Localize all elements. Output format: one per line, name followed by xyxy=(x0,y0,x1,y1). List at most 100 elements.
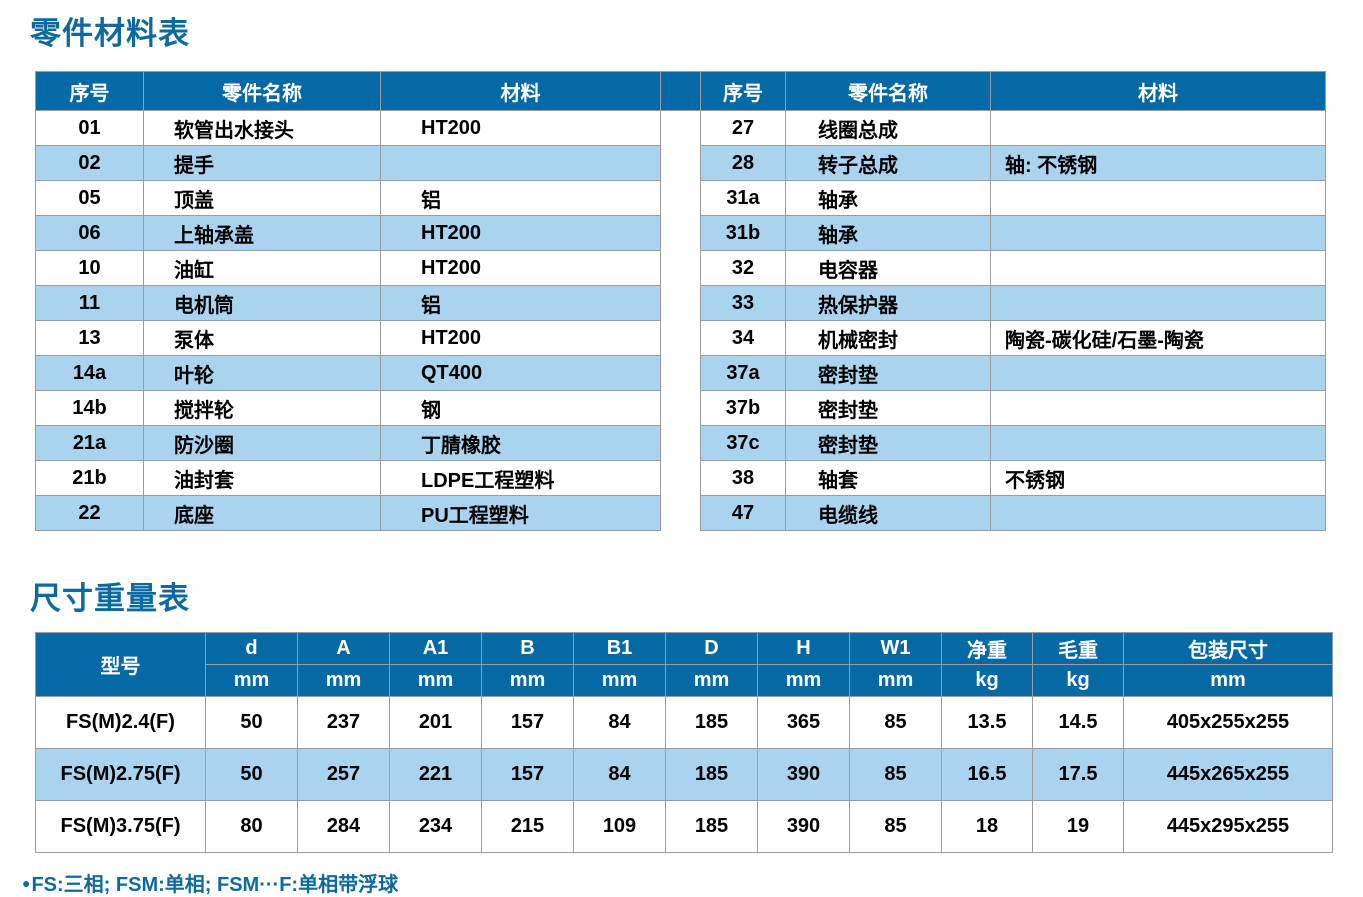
value-cell: 237 xyxy=(297,696,390,749)
table-gap xyxy=(660,425,701,461)
part-no: 11 xyxy=(35,285,144,321)
part-name: 密封垫 xyxy=(785,390,991,426)
value-cell: 215 xyxy=(481,800,574,853)
col-header-net-weight: 净重 xyxy=(941,632,1033,665)
table-gap xyxy=(660,250,701,286)
table-gap xyxy=(660,145,701,181)
part-material: 铝 xyxy=(380,180,661,216)
unit-label: mm xyxy=(1123,664,1333,697)
parts-header-row: 序号 零件名称 材料 序号 零件名称 材料 xyxy=(35,71,1326,111)
part-material xyxy=(990,110,1326,146)
col-header-W1: W1 xyxy=(849,632,942,665)
part-name: 热保护器 xyxy=(785,285,991,321)
value-cell: 157 xyxy=(481,748,574,801)
unit-label: mm xyxy=(665,664,758,697)
value-cell: 85 xyxy=(849,748,942,801)
value-cell: 405x255x255 xyxy=(1123,696,1333,749)
part-no: 05 xyxy=(35,180,144,216)
table-gap xyxy=(660,285,701,321)
part-no: 02 xyxy=(35,145,144,181)
col-header-D: D xyxy=(665,632,758,665)
part-name: 泵体 xyxy=(143,320,381,356)
part-name: 电容器 xyxy=(785,250,991,286)
table-gap xyxy=(660,215,701,251)
col-header-material: 材料 xyxy=(990,71,1326,111)
table-row: 06 上轴承盖 HT200 31b 轴承 xyxy=(35,215,1326,251)
part-material xyxy=(380,145,661,181)
footnote: ●FS:三相; FSM:单相; FSM···F:单相带浮球 xyxy=(22,868,1363,897)
part-material: 陶瓷-碳化硅/石墨-陶瓷 xyxy=(990,320,1326,356)
table-gap xyxy=(660,180,701,216)
unit-label: mm xyxy=(297,664,390,697)
value-cell: 50 xyxy=(205,748,298,801)
unit-label: mm xyxy=(481,664,574,697)
value-cell: 85 xyxy=(849,696,942,749)
bullet-icon: ● xyxy=(22,875,31,891)
table-gap xyxy=(660,355,701,391)
dimensions-table-title: 尺寸重量表 xyxy=(30,581,190,616)
col-header-B: B xyxy=(481,632,574,665)
table-row: 21b 油封套 LDPE工程塑料 38 轴套 不锈钢 xyxy=(35,460,1326,496)
part-no: 34 xyxy=(700,320,786,356)
part-material xyxy=(990,250,1326,286)
value-cell: 19 xyxy=(1032,800,1124,853)
col-header-package-size: 包装尺寸 xyxy=(1123,632,1333,665)
value-cell: 257 xyxy=(297,748,390,801)
part-material xyxy=(990,180,1326,216)
table-row: 14a 叶轮 QT400 37a 密封垫 xyxy=(35,355,1326,391)
value-cell: 13.5 xyxy=(941,696,1033,749)
value-cell: 201 xyxy=(389,696,482,749)
table-row: 21a 防沙圈 丁腈橡胶 37c 密封垫 xyxy=(35,425,1326,461)
part-name: 防沙圈 xyxy=(143,425,381,461)
table-row: 10 油缸 HT200 32 电容器 xyxy=(35,250,1326,286)
col-header-d: d xyxy=(205,632,298,665)
part-no: 01 xyxy=(35,110,144,146)
part-no: 21b xyxy=(35,460,144,496)
part-no: 22 xyxy=(35,495,144,531)
value-cell: 85 xyxy=(849,800,942,853)
part-no: 47 xyxy=(700,495,786,531)
unit-label: mm xyxy=(757,664,850,697)
table-row: FS(M)2.75(F) 50 257 221 157 84 185 390 8… xyxy=(35,748,1333,801)
col-header-model: 型号 xyxy=(35,632,206,697)
table-gap xyxy=(660,320,701,356)
table-gap-header xyxy=(660,71,701,111)
dims-header-row: 型号 d A A1 B B1 D H W1 净重 毛重 包装尺寸 xyxy=(35,632,1333,697)
part-material xyxy=(990,285,1326,321)
model-cell: FS(M)2.75(F) xyxy=(35,748,206,801)
unit-label: kg xyxy=(1032,664,1124,697)
value-cell: 16.5 xyxy=(941,748,1033,801)
value-cell: 84 xyxy=(573,748,666,801)
value-cell: 445x265x255 xyxy=(1123,748,1333,801)
part-name: 上轴承盖 xyxy=(143,215,381,251)
part-name: 软管出水接头 xyxy=(143,110,381,146)
part-name: 密封垫 xyxy=(785,425,991,461)
footnote-text: FS:三相; FSM:单相; FSM···F:单相带浮球 xyxy=(31,874,399,896)
part-name: 提手 xyxy=(143,145,381,181)
value-cell: 185 xyxy=(665,748,758,801)
part-no: 31a xyxy=(700,180,786,216)
part-name: 叶轮 xyxy=(143,355,381,391)
table-row: 22 底座 PU工程塑料 47 电缆线 xyxy=(35,495,1326,531)
part-material xyxy=(990,425,1326,461)
part-no: 37c xyxy=(700,425,786,461)
part-name: 密封垫 xyxy=(785,355,991,391)
part-no: 37a xyxy=(700,355,786,391)
dims-unit-row: mm mm mm mm mm mm mm mm kg kg mm xyxy=(36,664,1333,697)
part-material: LDPE工程塑料 xyxy=(380,460,661,496)
value-cell: 365 xyxy=(757,696,850,749)
col-header-material: 材料 xyxy=(380,71,661,111)
part-name: 轴套 xyxy=(785,460,991,496)
table-row: 11 电机筒 铝 33 热保护器 xyxy=(35,285,1326,321)
value-cell: 234 xyxy=(389,800,482,853)
part-no: 37b xyxy=(700,390,786,426)
part-name: 底座 xyxy=(143,495,381,531)
part-material xyxy=(990,355,1326,391)
part-material: HT200 xyxy=(380,215,661,251)
value-cell: 221 xyxy=(389,748,482,801)
value-cell: 109 xyxy=(573,800,666,853)
part-no: 14b xyxy=(35,390,144,426)
part-material: HT200 xyxy=(380,320,661,356)
part-name: 机械密封 xyxy=(785,320,991,356)
